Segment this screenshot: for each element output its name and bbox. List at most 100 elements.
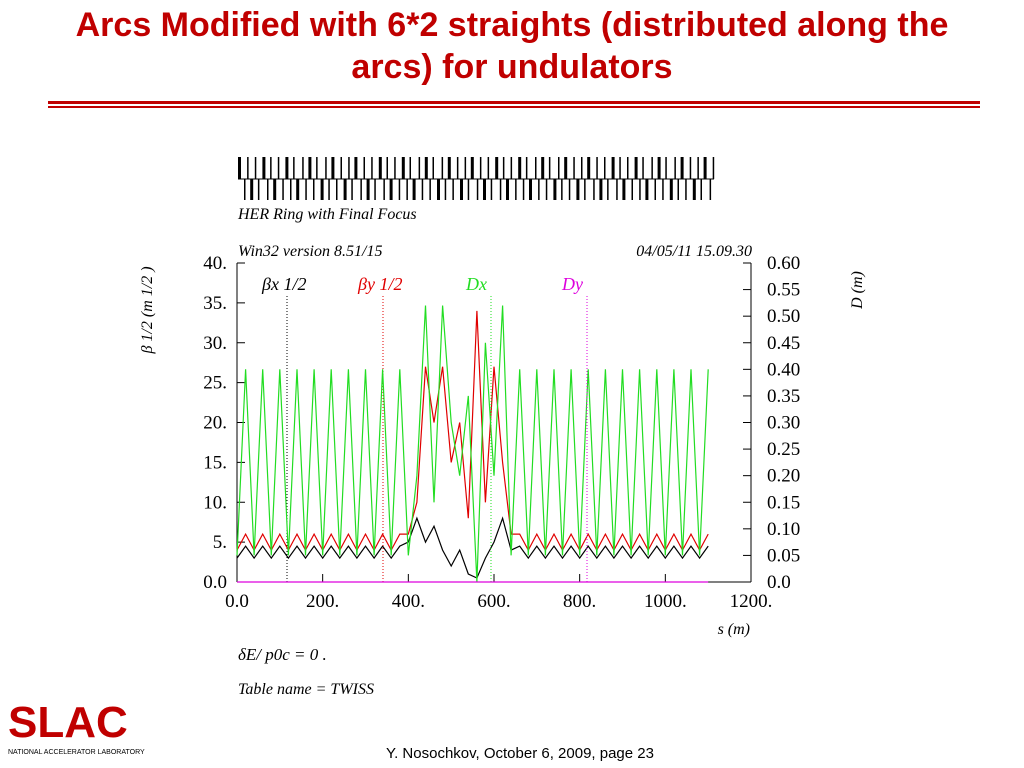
y2-tick-label: 0.15: [767, 492, 800, 513]
lattice-element: [371, 157, 373, 179]
lattice-element: [680, 157, 684, 179]
logo: SLAC: [8, 698, 128, 747]
note: Table name = TWISS: [238, 681, 374, 698]
lattice-element: [406, 179, 408, 200]
lattice-element: [564, 157, 568, 179]
lattice-element: [452, 179, 454, 200]
lattice-element: [363, 157, 365, 179]
lattice-element: [277, 157, 280, 179]
lattice-element: [581, 157, 583, 179]
lattice-element: [499, 179, 502, 200]
lattice-element: [257, 179, 260, 200]
lattice-element: [238, 157, 241, 179]
legend-label: βy 1/2: [357, 274, 402, 294]
x-tick-label: 800.: [563, 591, 596, 612]
lattice-element: [692, 179, 696, 200]
lattice-element: [674, 157, 676, 179]
lattice-element: [429, 179, 431, 200]
lattice-element: [421, 179, 424, 200]
lattice-element: [244, 179, 246, 200]
lattice-element: [293, 157, 295, 179]
y2-axis-label: D (m): [849, 271, 866, 310]
lattice-element: [444, 179, 447, 200]
y2-tick-label: 0.55: [767, 280, 800, 301]
lattice-element: [587, 157, 591, 179]
lattice-element: [689, 157, 692, 179]
lattice-element: [401, 157, 405, 179]
lattice-element: [518, 157, 522, 179]
lattice-element: [247, 157, 249, 179]
y-tick-label: 30.: [203, 333, 227, 354]
y2-tick-label: 0.20: [767, 466, 800, 487]
lattice-element: [639, 179, 641, 200]
lattice-element: [510, 157, 513, 179]
lattice-element: [398, 179, 401, 200]
series-line: [236, 305, 709, 583]
lattice-element: [447, 157, 451, 179]
lattice-element: [290, 179, 292, 200]
lattice-element: [703, 157, 707, 179]
lattice-element: [302, 157, 304, 179]
lattice-element: [604, 157, 606, 179]
lattice-element: [522, 179, 525, 200]
timestamp: 04/05/11 15.09.30: [636, 243, 752, 260]
lattice-element: [262, 157, 266, 179]
series-line: [236, 310, 709, 552]
note: δE/ p0c = 0 .: [238, 645, 327, 664]
lattice-element: [593, 179, 595, 200]
lattice-element: [502, 157, 505, 179]
legend-label: Dx: [465, 274, 487, 294]
lattice-element: [354, 157, 358, 179]
lattice-element: [328, 179, 330, 200]
lattice-element: [378, 157, 382, 179]
lattice-element: [383, 179, 385, 200]
lattice-element: [573, 157, 575, 179]
lattice-element: [296, 179, 300, 200]
x-tick-label: 400.: [392, 591, 425, 612]
lattice-element: [437, 179, 440, 200]
lattice-element: [627, 157, 629, 179]
legend-label: Dy: [561, 274, 583, 294]
lattice-element: [654, 179, 656, 200]
y2-tick-label: 0.40: [767, 359, 800, 380]
lattice-element: [456, 157, 459, 179]
lattice-element: [576, 179, 580, 200]
lattice-element: [545, 179, 548, 200]
lattice-element: [709, 179, 712, 200]
lattice-element: [424, 157, 428, 179]
y2-tick-label: 0.25: [767, 439, 800, 460]
y-tick-label: 10.: [203, 492, 227, 513]
lattice-element: [331, 157, 335, 179]
lattice-element: [418, 157, 421, 179]
lattice-element: [622, 179, 626, 200]
version: Win32 version 8.51/15: [238, 243, 382, 260]
lattice-element: [631, 179, 633, 200]
lattice-element: [487, 157, 490, 179]
lattice-element: [409, 157, 411, 179]
lattice-element: [642, 157, 644, 179]
lattice-element: [366, 179, 370, 200]
lattice-element: [250, 179, 254, 200]
lattice-element: [596, 157, 598, 179]
x-tick-label: 200.: [306, 591, 339, 612]
y2-tick-label: 0.10: [767, 519, 800, 540]
lattice-element: [568, 179, 571, 200]
logo-subtitle: NATIONAL ACCELERATOR LABORATORY: [8, 749, 145, 756]
series-line: [236, 516, 709, 579]
footer: Y. Nosochkov, October 6, 2009, page 23: [386, 745, 654, 762]
lattice-element: [697, 157, 699, 179]
legend-label: βx 1/2: [261, 274, 306, 294]
lattice-element: [665, 157, 667, 179]
lattice-element: [254, 157, 257, 179]
lattice-element: [619, 157, 621, 179]
lattice-element: [467, 179, 470, 200]
lattice-element: [685, 179, 687, 200]
lattice-element: [541, 157, 545, 179]
lattice-element: [611, 157, 615, 179]
lattice-element: [561, 179, 563, 200]
lattice-element: [394, 157, 396, 179]
lattice-element: [677, 179, 679, 200]
y2-tick-label: 0.0: [767, 572, 791, 593]
lattice-element: [464, 157, 467, 179]
